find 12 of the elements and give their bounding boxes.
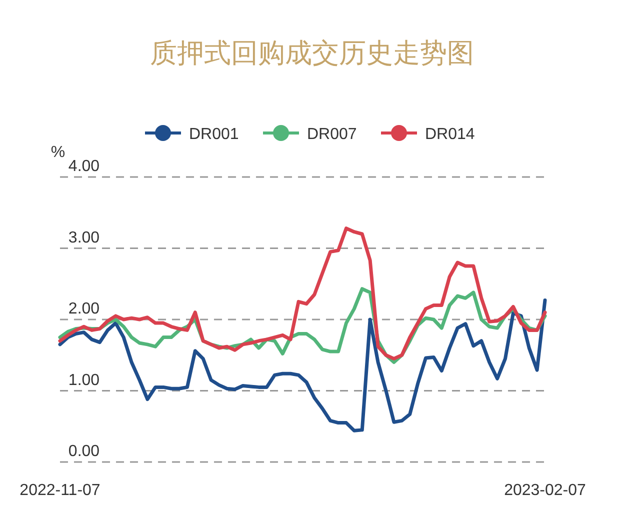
x-tick-label: 2022-11-07 bbox=[20, 482, 100, 499]
legend-label: DR014 bbox=[425, 126, 475, 143]
x-tick-label: 2023-02-07 bbox=[504, 482, 586, 499]
y-tick-label: 0.00 bbox=[68, 443, 100, 460]
y-tick-label: 2.00 bbox=[68, 300, 100, 318]
y-tick-label: 4.00 bbox=[68, 158, 100, 175]
legend-label: DR001 bbox=[189, 126, 239, 143]
chart-title: 质押式回购成交历史走势图 bbox=[150, 38, 474, 68]
y-tick-label: 3.00 bbox=[68, 229, 100, 246]
y-axis-title: % bbox=[50, 144, 66, 161]
y-tick-label: 1.00 bbox=[68, 372, 100, 389]
legend-label: DR007 bbox=[307, 126, 357, 143]
